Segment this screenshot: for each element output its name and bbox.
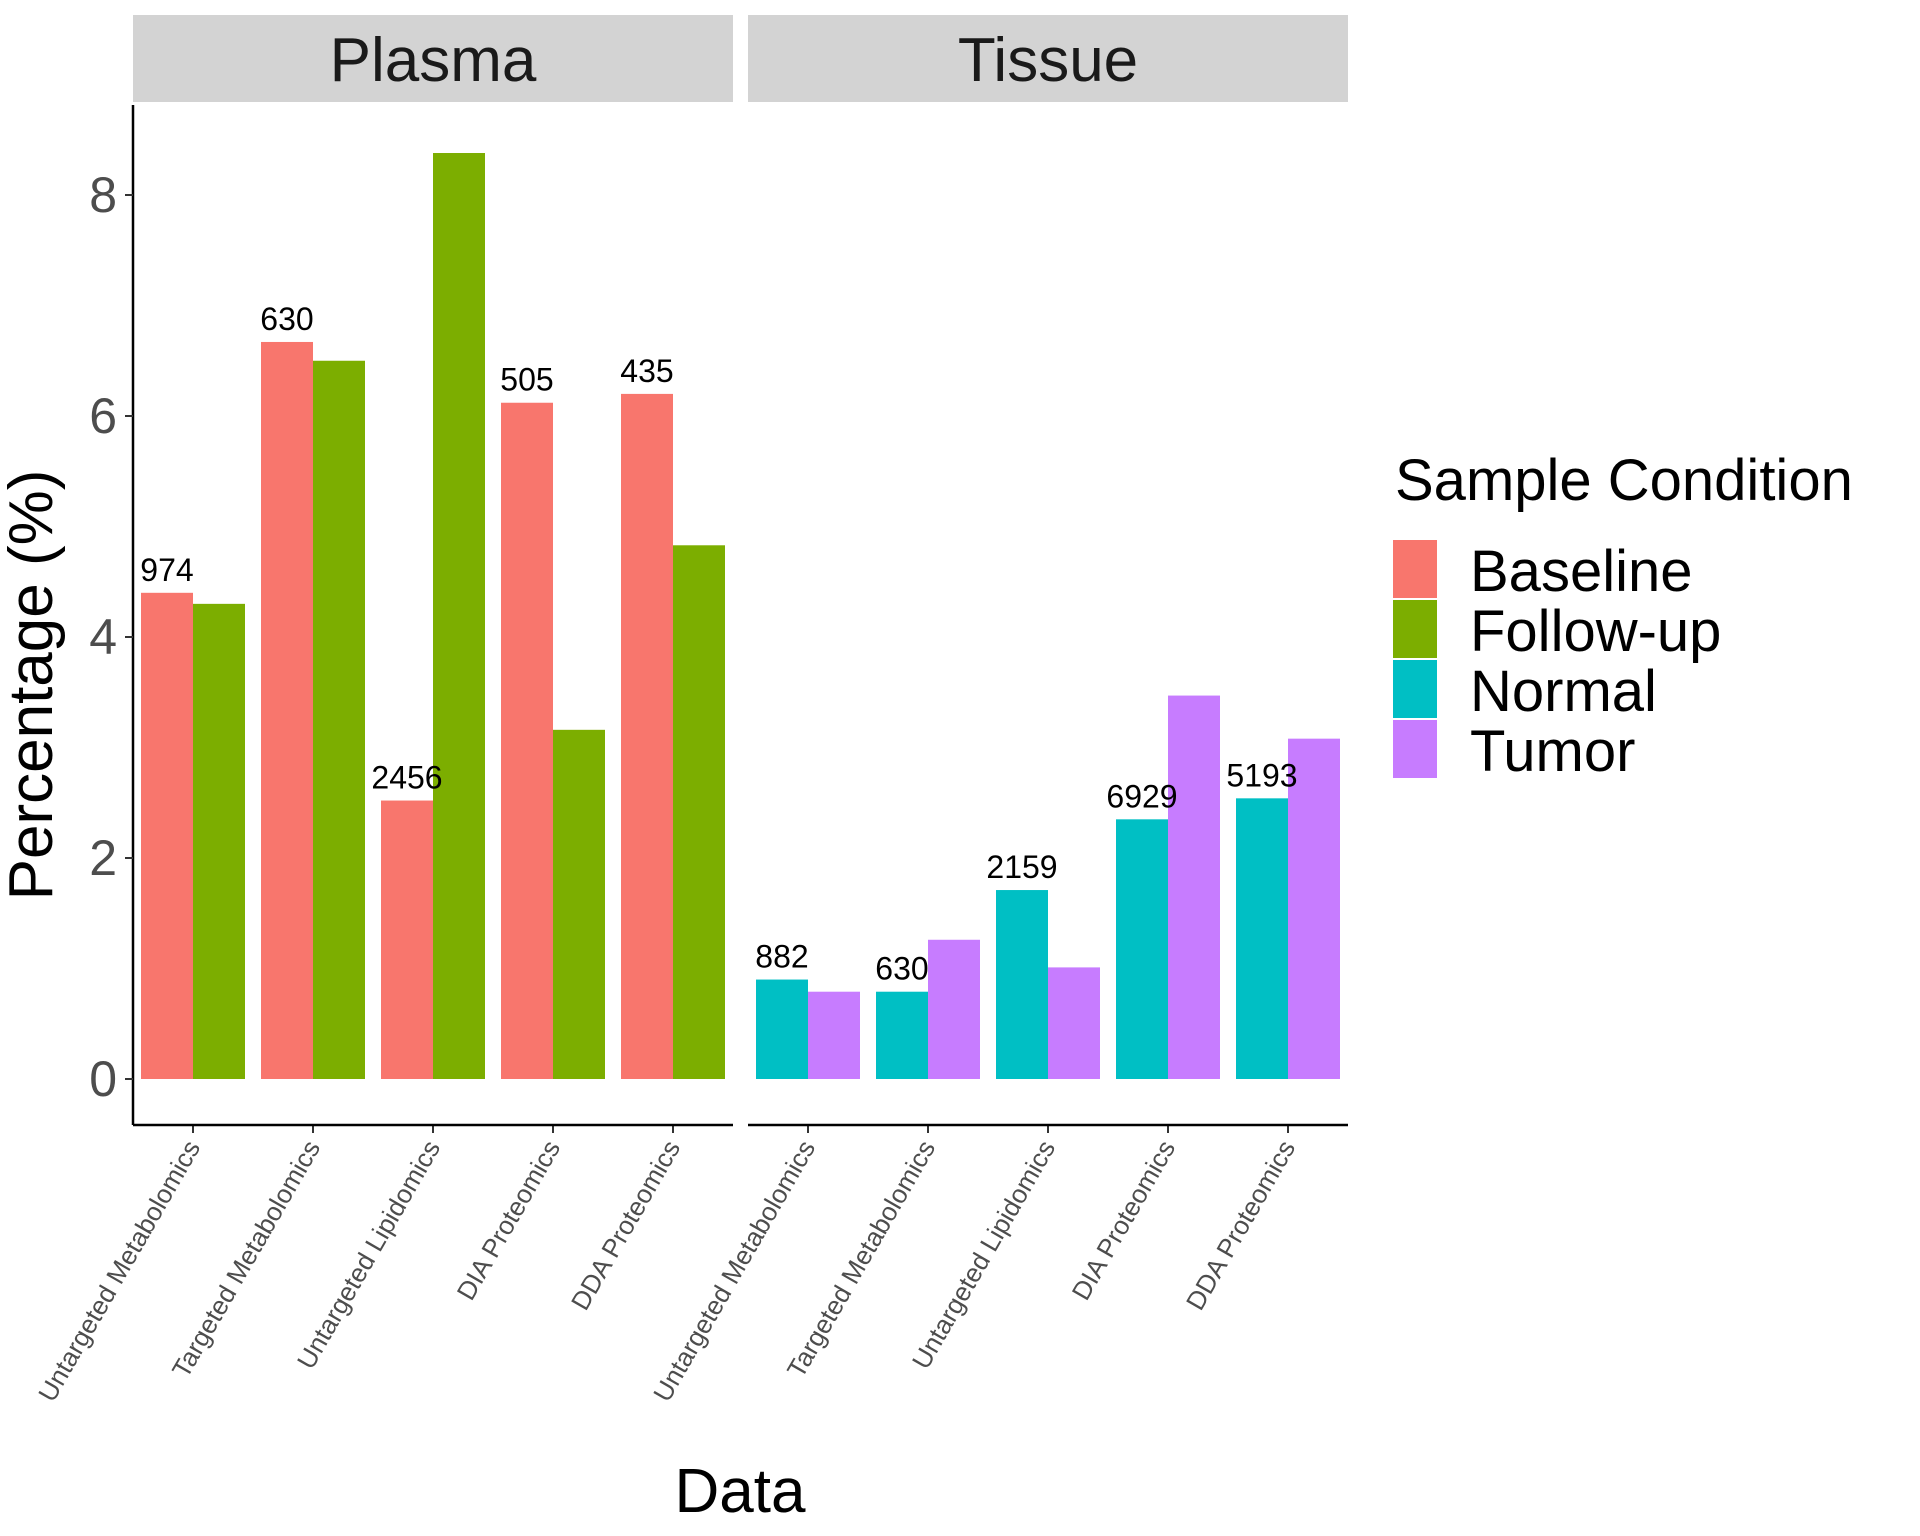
bar-baseline-1 [261,341,313,1080]
bar-count-label: 882 [755,939,808,975]
bar-tumor-0 [808,991,860,1079]
y-axis-title: Percentage (%) [0,470,66,901]
bar-tumor-3 [1168,695,1220,1079]
legend-title: Sample Condition [1395,448,1853,513]
bar-count-label: 630 [260,301,313,337]
facet-strip-label: Plasma [330,26,537,95]
legend: Sample Condition BaselineFollow-upNormal… [1393,448,1853,784]
bar-tumor-1 [928,939,980,1079]
bar-count-label: 2159 [986,849,1057,885]
bar-count-label: 6929 [1106,778,1177,814]
legend-label: Follow-up [1470,599,1721,664]
bar-follow-up-4 [673,545,725,1079]
bar-normal-1 [876,991,928,1079]
facet-strip [748,15,1348,102]
y-tick-label: 2 [89,830,117,886]
bar-baseline-3 [501,402,553,1079]
y-tick-label: 8 [89,167,117,223]
x-tick-label: DDA Proteomics [565,1135,686,1315]
facet-strip [133,15,733,102]
bar-normal-0 [756,979,808,1079]
legend-label: Tumor [1470,719,1635,784]
y-axis: 0 2 4 6 8 [89,105,135,1125]
y-tick-label: 4 [89,609,117,665]
bar-baseline-0 [141,592,193,1079]
bar-normal-3 [1116,819,1168,1079]
legend-key [1393,660,1437,718]
bar-count-label: 5193 [1226,757,1297,793]
bar-normal-2 [996,890,1048,1079]
bar-count-label: 630 [875,951,928,987]
bar-count-label: 2456 [371,760,442,796]
legend-label: Baseline [1470,539,1692,604]
legend-key [1393,720,1437,778]
y-tick-label: 0 [89,1051,117,1107]
x-axis-title: Data [675,1457,806,1526]
bar-tumor-2 [1048,967,1100,1079]
x-tick-label: DDA Proteomics [1180,1135,1301,1315]
bar-normal-4 [1236,798,1288,1079]
bar-follow-up-1 [313,360,365,1079]
bar-baseline-2 [381,800,433,1079]
bar-follow-up-0 [193,603,245,1079]
y-tick-label: 6 [89,388,117,444]
legend-label: Normal [1470,659,1657,724]
bar-count-label: 505 [500,362,553,398]
x-tick-label: DIA Proteomics [1066,1135,1182,1305]
x-tick-label: Untargeted Lipidomics [291,1135,446,1374]
facet-strip-label: Tissue [958,26,1138,95]
bar-baseline-4 [621,393,673,1079]
legend-key [1393,600,1437,658]
x-tick-label: DIA Proteomics [451,1135,567,1305]
legend-key [1393,540,1437,598]
x-tick-label: Untargeted Lipidomics [906,1135,1061,1374]
bar-follow-up-2 [433,153,485,1079]
bar-count-label: 974 [140,552,193,588]
bar-follow-up-3 [553,729,605,1079]
bar-tumor-4 [1288,738,1340,1079]
bar-count-label: 435 [620,353,673,389]
